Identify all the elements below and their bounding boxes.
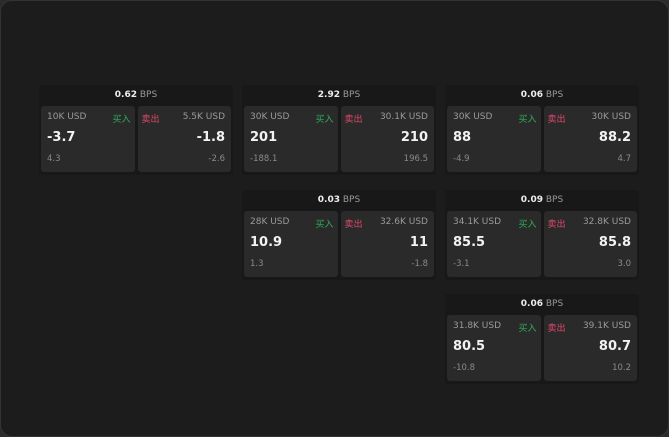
spread-header: 0.62 BPS (39, 85, 233, 106)
buy-change: -4.9 (453, 154, 470, 164)
sell-change: 4.7 (617, 154, 631, 164)
sell-label: 卖出 (344, 115, 363, 125)
buy-change: -3.1 (453, 259, 470, 269)
buy-size: 28K USD (250, 217, 290, 227)
buy-change: -10.8 (453, 363, 475, 373)
spread-unit: BPS (342, 90, 361, 100)
buy-price: 80.5 (453, 339, 486, 354)
sell-label: 卖出 (141, 115, 160, 125)
buy-label: 买入 (518, 220, 537, 230)
buy-button[interactable]: 34.1K USD 买入 85.5 -3.1 (447, 211, 541, 277)
spread-header: 0.09 BPS (445, 190, 639, 211)
sell-size: 32.8K USD (582, 217, 631, 227)
sell-button[interactable]: 30.1K USD 卖出 210 196.5 (340, 106, 434, 172)
sell-price: 80.7 (598, 339, 631, 354)
buy-size: 10K USD (47, 112, 87, 122)
buy-label: 买入 (518, 115, 537, 125)
spread-unit: BPS (545, 195, 564, 205)
buy-size: 31.8K USD (453, 321, 502, 331)
sell-size: 30.1K USD (379, 112, 428, 122)
sell-size: 30K USD (591, 112, 631, 122)
sell-button[interactable]: 32.6K USD 卖出 11 -1.8 (340, 211, 434, 277)
buy-price: 85.5 (453, 235, 486, 250)
buy-button[interactable]: 28K USD 买入 10.9 1.3 (244, 211, 338, 277)
spread-header: 0.06 BPS (445, 294, 639, 315)
spread-header: 0.06 BPS (445, 85, 639, 106)
spread-value: 0.62 (114, 90, 137, 100)
sell-price: 88.2 (598, 130, 631, 145)
buy-price: 88 (453, 130, 472, 145)
buy-label: 买入 (315, 115, 334, 125)
sell-change: 196.5 (403, 154, 428, 164)
quote-card: 2.92 BPS 30K USD 买入 201 -188.1 30.1K USD… (242, 85, 436, 175)
buy-button[interactable]: 31.8K USD 买入 80.5 -10.8 (447, 315, 541, 381)
sell-price: 85.8 (598, 235, 631, 250)
sell-label: 卖出 (344, 220, 363, 230)
buy-button[interactable]: 30K USD 买入 88 -4.9 (447, 106, 541, 172)
spread-value: 0.03 (317, 195, 340, 205)
sell-price: 210 (400, 130, 428, 145)
sell-label: 卖出 (547, 220, 566, 230)
quote-card: 0.09 BPS 34.1K USD 买入 85.5 -3.1 32.8K US… (445, 190, 639, 280)
buy-change: 1.3 (250, 259, 264, 269)
quote-card: 0.62 BPS 10K USD 买入 -3.7 4.3 5.5K USD 卖出… (39, 85, 233, 175)
spread-value: 2.92 (317, 90, 340, 100)
buy-button[interactable]: 30K USD 买入 201 -188.1 (244, 106, 338, 172)
buy-price: -3.7 (47, 130, 76, 145)
quote-card: 0.03 BPS 28K USD 买入 10.9 1.3 32.6K USD 卖… (242, 190, 436, 280)
sell-change: -2.6 (208, 154, 225, 164)
sell-price: -1.8 (196, 130, 225, 145)
buy-label: 买入 (518, 324, 537, 334)
spread-unit: BPS (139, 90, 158, 100)
sell-size: 32.6K USD (379, 217, 428, 227)
sell-button[interactable]: 5.5K USD 卖出 -1.8 -2.6 (137, 106, 231, 172)
sell-price: 11 (409, 235, 428, 250)
buy-label: 买入 (315, 220, 334, 230)
spread-value: 0.06 (520, 90, 543, 100)
quote-card: 0.06 BPS 30K USD 买入 88 -4.9 30K USD 卖出 8… (445, 85, 639, 175)
buy-price: 10.9 (250, 235, 283, 250)
quote-card: 0.06 BPS 31.8K USD 买入 80.5 -10.8 39.1K U… (445, 294, 639, 384)
spread-header: 0.03 BPS (242, 190, 436, 211)
spread-header: 2.92 BPS (242, 85, 436, 106)
spread-value: 0.06 (520, 299, 543, 309)
spread-unit: BPS (545, 299, 564, 309)
buy-label: 买入 (112, 115, 131, 125)
sell-size: 39.1K USD (582, 321, 631, 331)
spread-unit: BPS (342, 195, 361, 205)
buy-size: 30K USD (453, 112, 493, 122)
buy-size: 30K USD (250, 112, 290, 122)
buy-change: 4.3 (47, 154, 61, 164)
sell-change: 3.0 (617, 259, 631, 269)
spread-value: 0.09 (520, 195, 543, 205)
sell-button[interactable]: 30K USD 卖出 88.2 4.7 (543, 106, 637, 172)
spread-unit: BPS (545, 90, 564, 100)
buy-button[interactable]: 10K USD 买入 -3.7 4.3 (41, 106, 135, 172)
sell-change: 10.2 (612, 363, 631, 373)
sell-label: 卖出 (547, 324, 566, 334)
buy-price: 201 (250, 130, 278, 145)
sell-change: -1.8 (411, 259, 428, 269)
sell-label: 卖出 (547, 115, 566, 125)
buy-size: 34.1K USD (453, 217, 502, 227)
sell-button[interactable]: 32.8K USD 卖出 85.8 3.0 (543, 211, 637, 277)
buy-change: -188.1 (250, 154, 278, 164)
sell-button[interactable]: 39.1K USD 卖出 80.7 10.2 (543, 315, 637, 381)
sell-size: 5.5K USD (182, 112, 225, 122)
